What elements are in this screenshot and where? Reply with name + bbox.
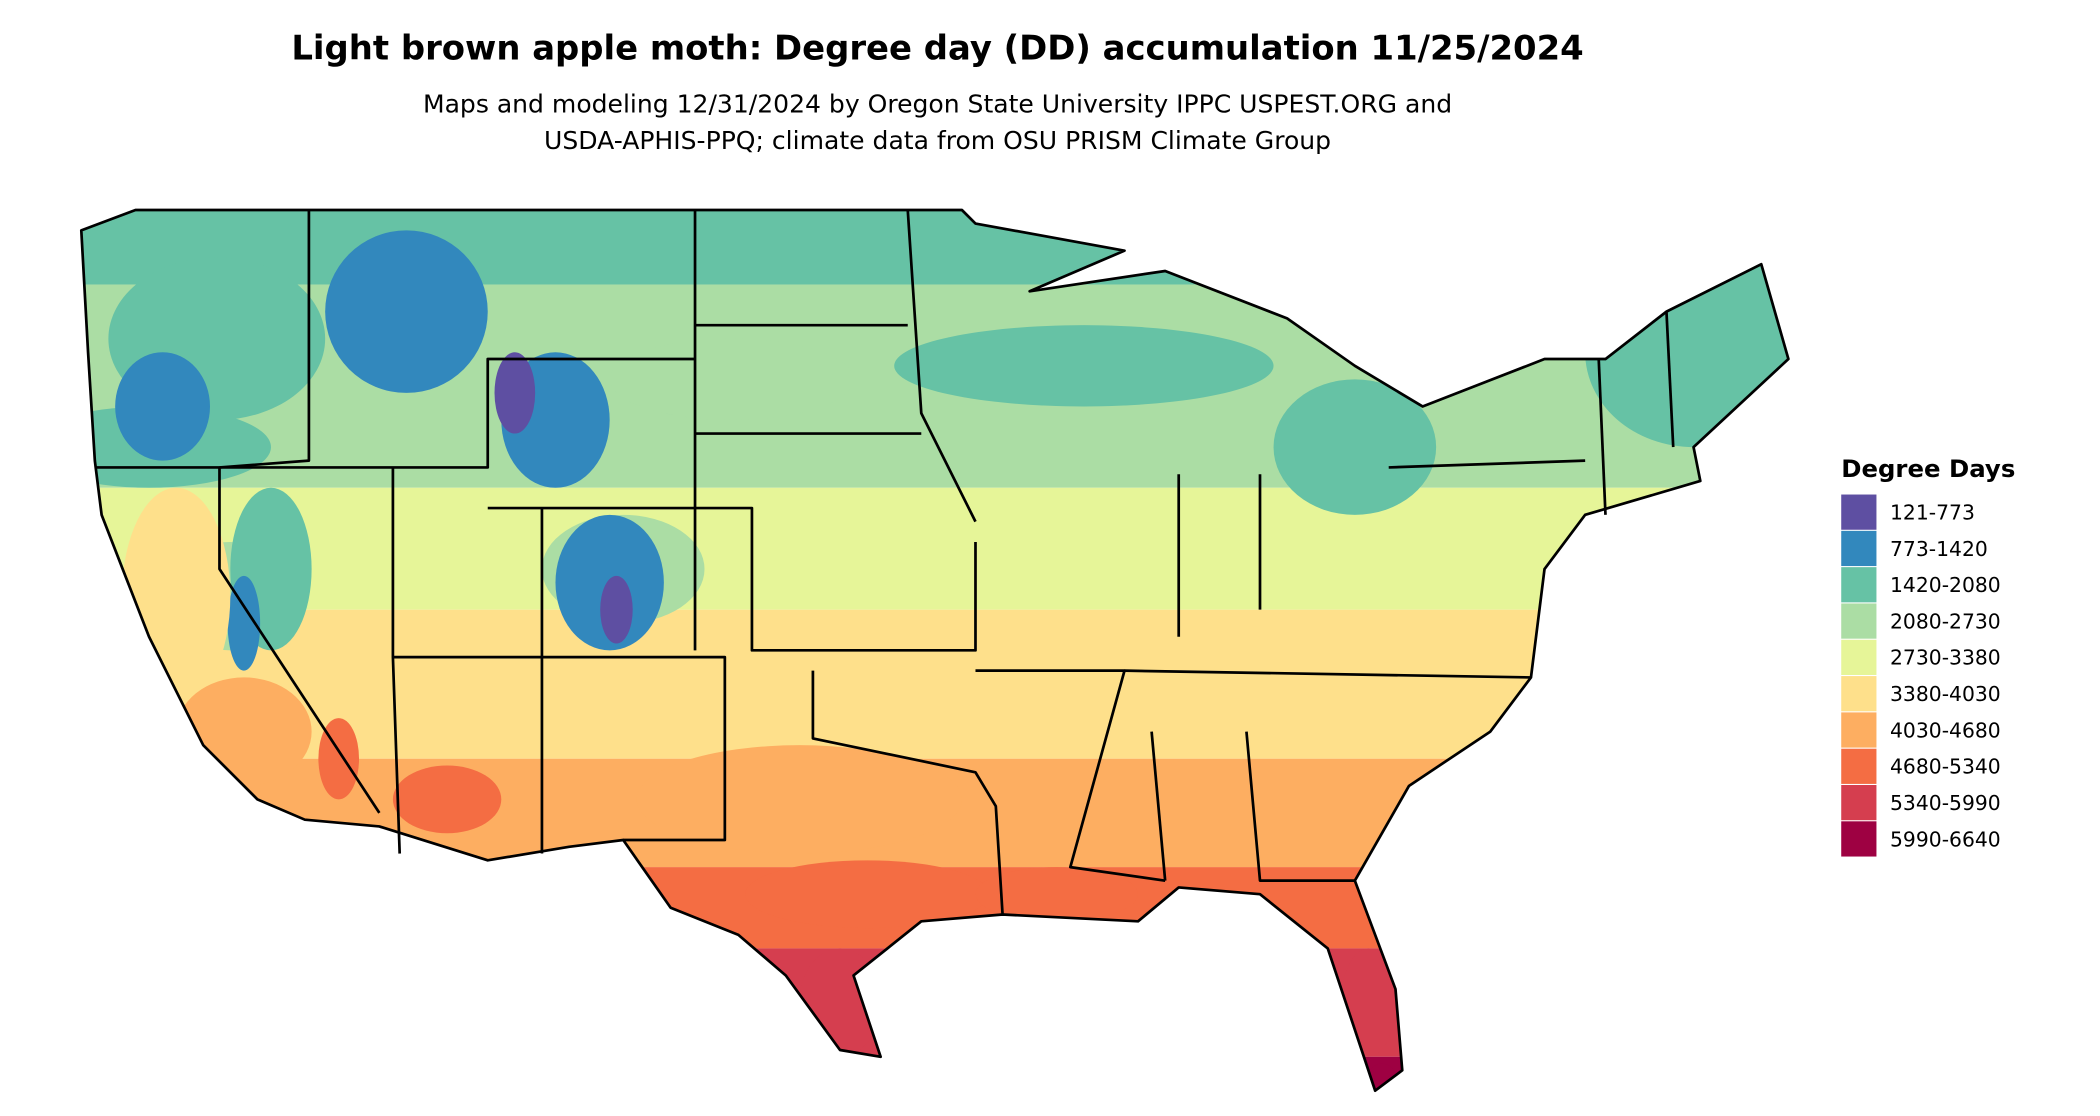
legend-swatch — [1841, 494, 1877, 530]
legend-label: 4030-4680 — [1890, 718, 2001, 742]
legend: 121-773 773-1420 1420-2080 2080-2730 2730-33… — [1841, 494, 2001, 857]
map-title: Light brown apple moth: Degree day (DD) … — [291, 29, 1583, 68]
legend-label: 3380-4030 — [1890, 682, 2001, 706]
heat-region — [115, 352, 210, 461]
legend-title: Degree Days — [1841, 454, 2015, 483]
heat-band — [81, 948, 1789, 1057]
map-subtitle: USDA-APHIS-PPQ; climate data from OSU PR… — [544, 126, 1331, 155]
heat-region — [392, 765, 502, 834]
heat-region — [975, 867, 1139, 922]
heat-band — [81, 1056, 1789, 1091]
heat-region — [1273, 379, 1437, 515]
legend-swatch — [1841, 530, 1877, 567]
heat-band — [81, 210, 1789, 285]
legend-swatch — [1841, 603, 1877, 639]
legend-swatch — [1841, 785, 1877, 821]
heat-region — [636, 745, 962, 854]
legend-swatch — [1841, 712, 1877, 748]
heat-region — [494, 352, 536, 434]
heat-region — [318, 718, 360, 800]
legend-label: 5340-5990 — [1890, 791, 2001, 815]
legend-label: 121-773 — [1890, 500, 1975, 524]
map-subtitle: Maps and modeling 12/31/2024 by Oregon S… — [423, 89, 1452, 118]
heat-region — [1585, 257, 1789, 448]
legend-swatch — [1841, 821, 1877, 857]
heat-region — [325, 230, 488, 393]
legend-swatch — [1841, 567, 1877, 603]
legend-label: 5990-6640 — [1890, 827, 2001, 851]
heat-map — [81, 210, 1789, 1091]
legend-label: 1420-2080 — [1890, 573, 2001, 597]
legend-label: 2730-3380 — [1890, 646, 2001, 670]
heat-region — [600, 575, 633, 644]
state-borders — [79, 208, 1790, 1093]
legend-label: 4680-5340 — [1890, 755, 2001, 779]
legend-swatch — [1841, 748, 1877, 784]
heat-region — [121, 487, 231, 705]
legend-label: 773-1420 — [1890, 537, 1988, 561]
legend-label: 2080-2730 — [1890, 609, 2001, 633]
heat-region — [745, 860, 990, 929]
heat-region — [227, 575, 261, 671]
heat-region — [894, 325, 1274, 407]
heat-region — [609, 338, 854, 421]
heat-band — [81, 487, 1789, 610]
legend-swatch — [1841, 639, 1877, 675]
legend-swatch — [1841, 676, 1877, 712]
